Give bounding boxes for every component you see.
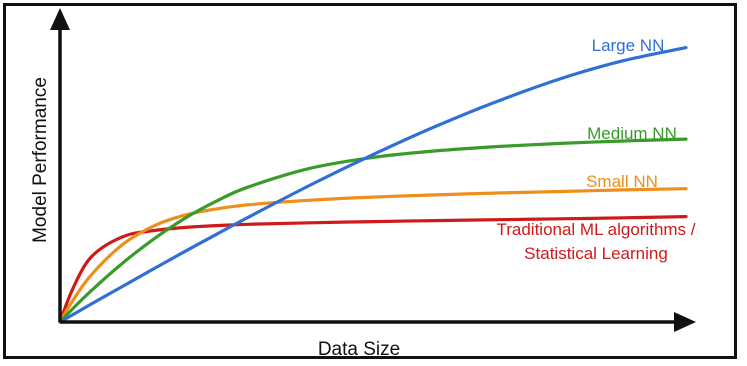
- series-label-traditional-ml: Traditional ML algorithms / Statistical L…: [496, 220, 695, 263]
- series-label-layer: Large NN Medium NN Small NN Traditional ML …: [496, 36, 695, 263]
- series-label-line: Large NN: [592, 36, 665, 55]
- series-label-line: Traditional ML algorithms /: [496, 220, 695, 239]
- y-axis-arrow: [50, 8, 70, 30]
- series-label-small-nn: Small NN: [586, 172, 658, 191]
- series-line-small-nn: [58, 187, 688, 324]
- series-label-large-nn: Large NN: [592, 36, 665, 55]
- series-line-large-nn: [58, 46, 688, 324]
- series-label-line: Statistical Learning: [524, 244, 668, 263]
- x-axis-arrow: [674, 312, 696, 332]
- series-line-traditional-ml: [58, 215, 688, 324]
- x-axis-label: Data Size: [318, 339, 400, 360]
- series-line-medium-nn: [58, 137, 688, 324]
- series-label-medium-nn: Medium NN: [587, 124, 677, 143]
- series-label-line: Medium NN: [587, 124, 677, 143]
- series-layer: [58, 46, 688, 324]
- series-label-line: Small NN: [586, 172, 658, 191]
- y-axis-label: Model Performance: [30, 77, 51, 243]
